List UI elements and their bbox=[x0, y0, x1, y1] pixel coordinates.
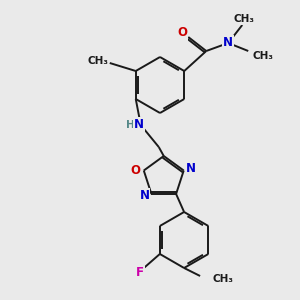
Text: N: N bbox=[186, 162, 196, 175]
Text: CH₃: CH₃ bbox=[87, 56, 108, 66]
Text: H: H bbox=[126, 120, 135, 130]
Text: CH₃: CH₃ bbox=[252, 51, 273, 61]
Text: CH₃: CH₃ bbox=[212, 274, 233, 284]
Text: N: N bbox=[134, 118, 144, 131]
Text: O: O bbox=[177, 26, 187, 40]
Text: N: N bbox=[140, 190, 149, 202]
Text: F: F bbox=[136, 266, 144, 280]
Text: N: N bbox=[223, 37, 233, 50]
Text: O: O bbox=[131, 164, 141, 177]
Text: CH₃: CH₃ bbox=[234, 14, 255, 24]
